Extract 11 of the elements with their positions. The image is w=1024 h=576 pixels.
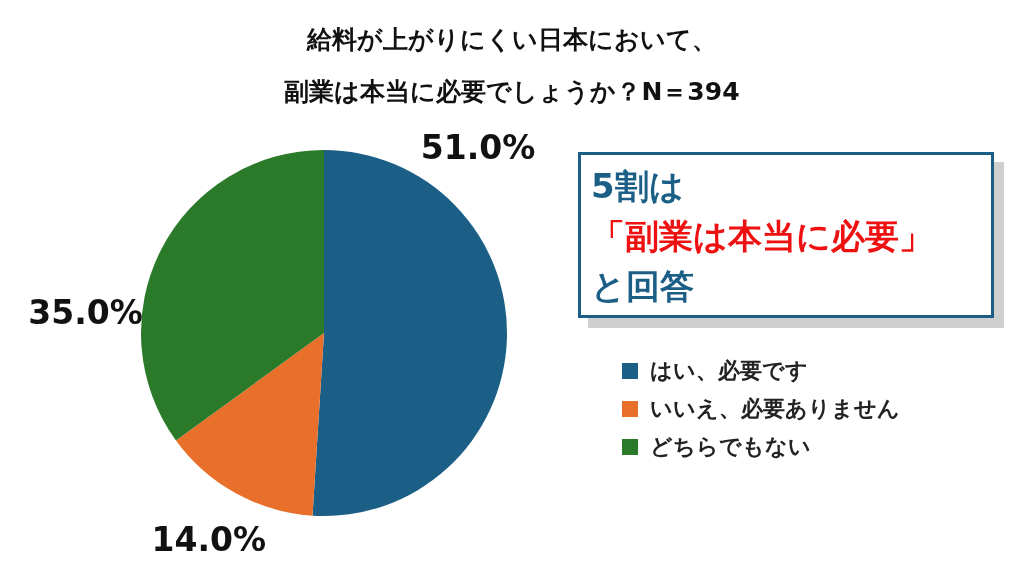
legend-label: どちらでもない [650, 433, 811, 461]
chart-subtitle: 副業は本当に必要でしょうか？N＝394 [283, 76, 741, 108]
data-label: 35.0% [28, 293, 143, 333]
legend-label: いいえ、必要ありません [650, 395, 900, 423]
text: と回答 [591, 265, 695, 308]
text: 5割は [591, 165, 685, 208]
data-label: 14.0% [151, 520, 267, 560]
data-label: 51.0% [420, 127, 536, 167]
legend-label: はい、必要です [650, 357, 808, 385]
text: 「副業は本当に必要」 [591, 215, 934, 258]
chart-title: 給料が上がりにくい日本において、 [305, 24, 718, 56]
